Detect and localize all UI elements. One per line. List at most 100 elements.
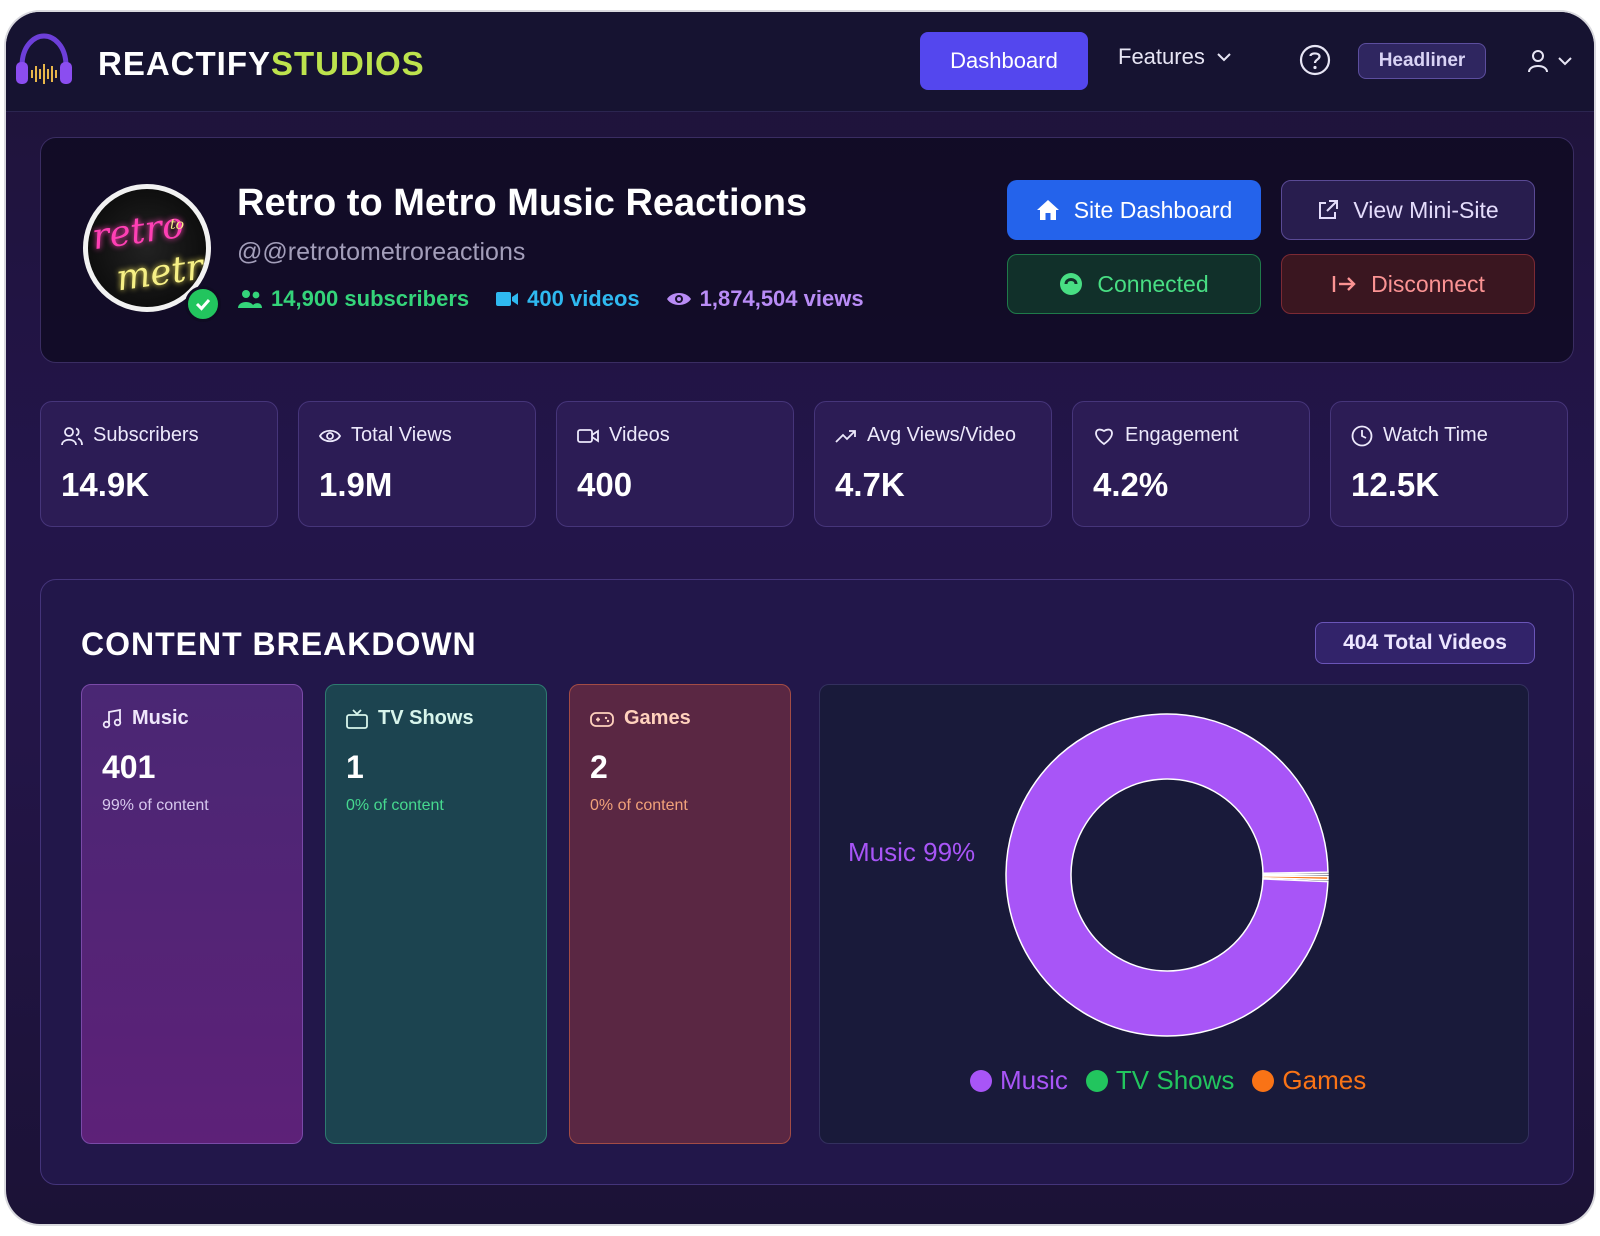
metric-label: Engagement — [1125, 424, 1239, 446]
brand-part-2: STUDIOS — [271, 45, 425, 82]
user-icon — [1528, 50, 1548, 73]
metric-card-engagement: Engagement 4.2% — [1072, 401, 1310, 527]
donut-slice-tv-shows[interactable] — [1262, 873, 1329, 876]
category-count: 2 — [590, 749, 608, 785]
metric-value: 1.9M — [319, 466, 393, 503]
headphones-logo-icon[interactable] — [12, 28, 76, 92]
legend-label: TV Shows — [1115, 1065, 1235, 1095]
logout-icon — [1332, 276, 1356, 292]
category-percent: 0% of content — [590, 797, 688, 814]
section-title: CONTENT BREAKDOWN — [81, 626, 477, 662]
legend-label: Games — [1282, 1065, 1367, 1095]
legend-dot — [970, 1069, 992, 1092]
site-dashboard-button[interactable]: Site Dashboard — [1007, 180, 1261, 240]
category-label: TV Shows — [378, 707, 474, 729]
gamepad-icon — [590, 711, 614, 727]
legend-item-tv-shows[interactable]: TV Shows — [1085, 1065, 1235, 1096]
connected-label: Connected — [1097, 270, 1209, 297]
category-card-tv-shows[interactable]: TV Shows 1 0% of content — [325, 684, 547, 1144]
external-link-icon — [1319, 200, 1339, 219]
brand-name[interactable]: REACTIFYSTUDIOS — [98, 45, 425, 83]
nav-features-dropdown[interactable]: Features — [1118, 44, 1233, 70]
users-icon — [238, 290, 262, 308]
donut-slice-music[interactable] — [1005, 713, 1329, 1037]
subscribers-text: 14,900 subscribers — [271, 286, 470, 311]
music-note-icon — [102, 708, 122, 728]
channel-stats-inline: 14,900 subscribers 400 videos 1,874,504 … — [237, 286, 864, 312]
chevron-down-icon — [1558, 57, 1572, 66]
legend-item-music[interactable]: Music — [970, 1065, 1068, 1096]
category-label: Music — [132, 707, 189, 729]
category-label-wrap: TV Shows — [346, 707, 474, 730]
channel-handle: @@retrotometroreactions — [237, 238, 526, 266]
top-nav: REACTIFYSTUDIOS Dashboard Features Headl… — [6, 12, 1594, 112]
metric-label-wrap: Videos — [577, 424, 670, 447]
channel-name: Retro to Metro Music Reactions — [237, 182, 808, 224]
metric-card-subscribers: Subscribers 14.9K — [40, 401, 278, 527]
features-label: Features — [1118, 44, 1205, 69]
clock-icon — [1351, 425, 1373, 446]
plan-badge[interactable]: Headliner — [1358, 43, 1486, 79]
category-percent: 99% of content — [102, 797, 209, 814]
legend-label: Music — [1000, 1065, 1068, 1095]
category-count: 1 — [346, 749, 364, 785]
chevron-down-icon — [1217, 53, 1231, 62]
metric-label-wrap: Total Views — [319, 424, 452, 447]
metric-card-watch-time: Watch Time 12.5K — [1330, 401, 1568, 527]
metric-value: 4.7K — [835, 466, 905, 503]
metric-card-total-views: Total Views 1.9M — [298, 401, 536, 527]
view-mini-site-label: View Mini-Site — [1353, 196, 1499, 223]
connected-status-button[interactable]: Connected — [1007, 254, 1261, 314]
eye-icon — [319, 429, 341, 442]
metric-label: Avg Views/Video — [867, 424, 1016, 446]
metric-label-wrap: Watch Time — [1351, 424, 1488, 447]
legend-dot — [1085, 1069, 1108, 1092]
donut-chart-svg: Music 99% — [848, 713, 1329, 1037]
category-card-music[interactable]: Music 401 99% of content — [81, 684, 303, 1144]
metric-label: Subscribers — [93, 424, 199, 446]
verified-check-icon — [185, 286, 221, 322]
content-donut-chart: Music 99% Music TV Shows Games — [819, 684, 1529, 1144]
connected-status-icon — [1060, 273, 1083, 295]
heart-icon — [1095, 428, 1113, 445]
home-icon — [1036, 200, 1059, 220]
subscribers-stat: 14,900 subscribers — [237, 286, 469, 312]
users-icon — [61, 426, 83, 445]
channel-profile-card: retro to metro Retro to Metro Music Reac… — [40, 137, 1574, 363]
total-videos-badge: 404 Total Videos — [1315, 622, 1535, 664]
metric-label: Total Views — [351, 424, 452, 446]
metric-card-avg-views: Avg Views/Video 4.7K — [814, 401, 1052, 527]
metric-value: 400 — [577, 466, 633, 503]
video-camera-icon — [496, 292, 519, 306]
avatar-text-to: to — [170, 217, 185, 233]
metric-label-wrap: Engagement — [1093, 424, 1238, 447]
legend-item-games[interactable]: Games — [1252, 1065, 1366, 1096]
nav-dashboard-button[interactable]: Dashboard — [920, 32, 1088, 90]
user-menu[interactable] — [1526, 48, 1574, 74]
category-percent: 0% of content — [346, 797, 444, 814]
help-icon[interactable] — [1298, 43, 1332, 77]
disconnect-button[interactable]: Disconnect — [1281, 254, 1535, 314]
site-dashboard-label: Site Dashboard — [1073, 196, 1233, 223]
content-breakdown-panel: CONTENT BREAKDOWN 404 Total Videos Music… — [40, 579, 1574, 1185]
views-text: 1,874,504 views — [699, 286, 864, 311]
legend-dot — [1252, 1069, 1275, 1092]
donut-slice-games[interactable] — [1262, 875, 1329, 881]
category-card-games[interactable]: Games 2 0% of content — [569, 684, 791, 1144]
brand-part-1: REACTIFY — [98, 45, 271, 82]
video-icon — [577, 428, 599, 443]
metric-label: Videos — [609, 424, 670, 446]
metric-label-wrap: Avg Views/Video — [835, 424, 1016, 447]
category-count: 401 — [102, 749, 156, 785]
metric-value: 12.5K — [1351, 466, 1440, 503]
videos-stat: 400 videos — [495, 286, 640, 312]
category-label: Games — [624, 707, 691, 729]
chart-legend: Music TV Shows Games — [970, 1065, 1366, 1096]
category-label-wrap: Music — [102, 707, 189, 730]
metric-value: 4.2% — [1093, 466, 1169, 503]
view-mini-site-button[interactable]: View Mini-Site — [1281, 180, 1535, 240]
eye-icon — [666, 293, 691, 305]
views-stat: 1,874,504 views — [666, 286, 864, 312]
slice-label-music: Music 99% — [848, 837, 975, 867]
metric-value: 14.9K — [61, 466, 150, 503]
